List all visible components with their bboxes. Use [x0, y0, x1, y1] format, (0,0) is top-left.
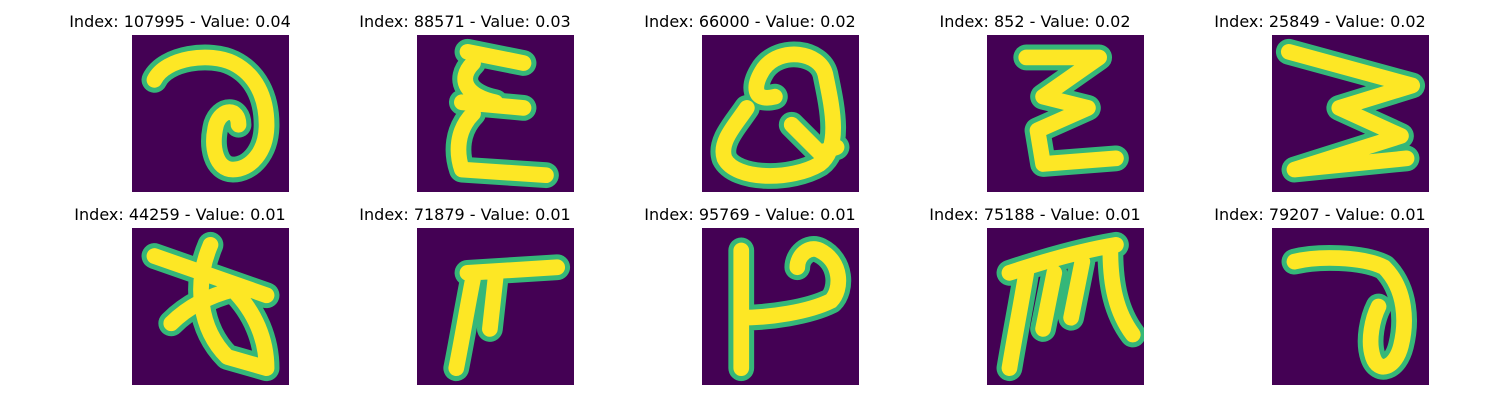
panel-title: Index: 44259 - Value: 0.01 [74, 205, 286, 224]
digit-image [1272, 228, 1429, 385]
q-loop-glyph-icon [702, 35, 859, 192]
digit-image [132, 228, 289, 385]
panel-4: Index: 852 - Value: 0.02 [885, 0, 1185, 192]
sideways-m-glyph-icon [1272, 35, 1429, 192]
digit-image [1272, 35, 1429, 192]
loop-seven-icon [132, 35, 289, 192]
panel-title: Index: 75188 - Value: 0.01 [929, 205, 1141, 224]
zigzag-glyph-icon [987, 35, 1144, 192]
xi-glyph-icon [417, 35, 574, 192]
panel-title: Index: 79207 - Value: 0.01 [1214, 205, 1426, 224]
panel-title: Index: 852 - Value: 0.02 [939, 12, 1131, 31]
digit-image [132, 35, 289, 192]
panel-7: Index: 71879 - Value: 0.01 [315, 193, 615, 385]
digit-image [987, 35, 1144, 192]
panel-9: Index: 75188 - Value: 0.01 [885, 193, 1185, 385]
panel-title: Index: 71879 - Value: 0.01 [359, 205, 571, 224]
panel-5: Index: 25849 - Value: 0.02 [1170, 0, 1470, 192]
panel-1: Index: 107995 - Value: 0.04 [30, 0, 330, 192]
panel-title: Index: 95769 - Value: 0.01 [644, 205, 856, 224]
digit-image [417, 35, 574, 192]
panel-title: Index: 25849 - Value: 0.02 [1214, 12, 1426, 31]
panel-title: Index: 88571 - Value: 0.03 [359, 12, 571, 31]
panel-3: Index: 66000 - Value: 0.02 [600, 0, 900, 192]
panel-title: Index: 107995 - Value: 0.04 [69, 12, 291, 31]
digit-image [702, 35, 859, 192]
p-hook-glyph-icon [702, 228, 859, 385]
digit-image [417, 228, 574, 385]
m-hook-glyph-icon [987, 228, 1144, 385]
panel-6: Index: 44259 - Value: 0.01 [30, 193, 330, 385]
loop-seven-icon [1272, 228, 1429, 385]
pi-like-glyph-icon [417, 228, 574, 385]
panel-title: Index: 66000 - Value: 0.02 [644, 12, 856, 31]
crossed-leaf-glyph-icon [132, 228, 289, 385]
panel-10: Index: 79207 - Value: 0.01 [1170, 193, 1470, 385]
panel-8: Index: 95769 - Value: 0.01 [600, 193, 900, 385]
digit-image [702, 228, 859, 385]
digit-image [987, 228, 1144, 385]
panel-2: Index: 88571 - Value: 0.03 [315, 0, 615, 192]
